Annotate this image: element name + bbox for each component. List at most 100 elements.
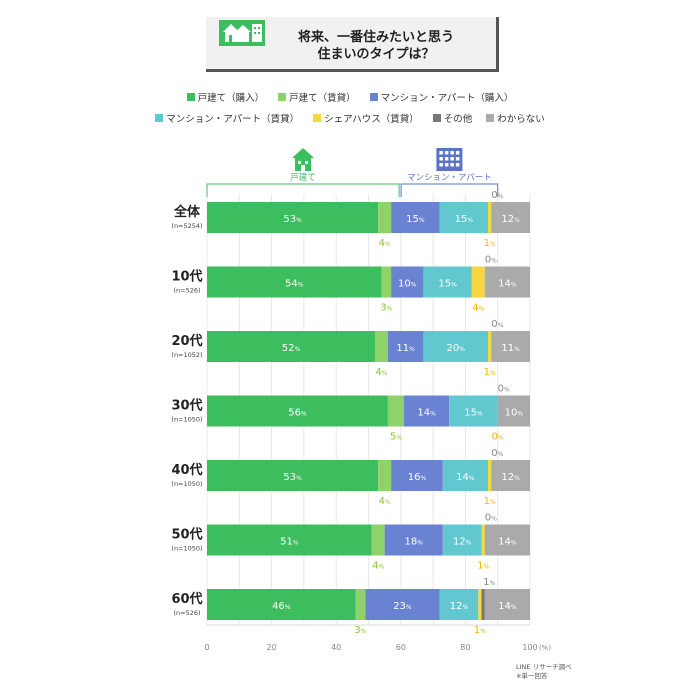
data-label: 10% [398,279,417,290]
data-label: 15% [464,408,483,419]
x-tick-label: 60 [396,643,406,652]
legend-item-other: その他 [432,111,473,125]
bar-segment [442,524,482,556]
bar-segment [391,202,440,233]
row-sample-size: (n=526) [173,287,200,295]
data-label: 11% [396,343,415,354]
data-label-other: 0% [498,384,510,395]
bar-segment [384,524,443,556]
legend-swatch [369,93,378,101]
bar-segment [378,460,392,491]
row-sample-size: (n=1050) [171,480,202,488]
legend-swatch [486,114,495,122]
row-sample-size: (n=5254) [171,222,202,230]
data-label-other: 0% [485,255,497,266]
row-sample-size: (n=1050) [171,416,202,424]
data-label-house-rent: 4% [379,496,391,507]
house-group-label: 戸建て [290,172,316,183]
data-label-share: 0% [492,432,504,443]
legend-swatch [313,114,322,122]
bar-segment [207,202,379,233]
bar-segment [481,589,485,620]
data-label: 12% [450,601,469,612]
x-tick-label: 100 [522,643,537,652]
data-label: 15% [406,214,425,225]
mansion-group-icon [436,148,463,171]
bar-segment [207,266,382,298]
legend-swatch [432,114,441,122]
bar-segment [471,266,485,298]
data-label: 14% [498,279,517,290]
legend-row-2: マンション・アパート（賃貸） シェアハウス（賃貸） その他 わからない [0,111,700,125]
data-label: 11% [501,343,520,354]
row-sample-size: (n=526) [173,609,200,617]
bar-segment [484,589,530,620]
title-line-1: 将来、一番住みたいと思う [297,30,454,45]
bar-segment [207,460,379,491]
legend-item-mansion-rent: マンション・アパート（賃貸） [155,111,299,125]
bar-segment [207,331,375,362]
row-label: 全体 [173,204,201,220]
row-label: 60代 [171,591,202,607]
bar-segment [497,395,530,427]
bar-segment [491,460,530,491]
legend-item-mansion-buy: マンション・アパート（購入） [369,90,514,104]
bar-segment [365,589,440,620]
legend-item-house-rent: 戸建て（賃貸） [278,90,356,104]
data-label: 51% [280,537,299,548]
data-label-house-rent: 4% [372,561,384,572]
house-group-bracket [206,183,400,197]
legend-label: マンション・アパート（賃貸） [166,114,300,125]
data-label-share: 1% [477,561,489,572]
bar-segment [207,395,388,427]
house-group-icon [292,148,315,171]
legend-row-1: 戸建て（購入） 戸建て（賃貸） マンション・アパート（購入） [0,90,700,104]
bar-segment [488,202,492,233]
data-label: 18% [405,537,424,548]
legend-label: その他 [443,114,473,125]
data-label: 20% [446,343,465,354]
data-label: 12% [501,472,520,483]
data-label-house-rent: 5% [390,432,402,443]
bar-segment [439,202,489,233]
x-tick-label: 0 [204,643,209,652]
data-label: 16% [408,472,427,483]
data-label-share: 1% [484,238,496,249]
legend: 戸建て（購入） 戸建て（賃貸） マンション・アパート（購入） マンション・アパー… [0,90,700,132]
data-label-share: 1% [484,367,496,378]
chart-title: 将来、一番住みたいと思う 住まいのタイプは？ [266,29,486,63]
x-unit-label: (%) [539,644,551,652]
x-tick-label: 80 [460,643,470,652]
legend-swatch [155,114,164,122]
credit-note: ※単一回答 [516,672,548,680]
data-label: 12% [501,214,520,225]
data-label-share: 1% [484,496,496,507]
mansion-group-bracket [400,183,499,197]
bar-segment [484,266,530,298]
row-sample-size: (n=1050) [171,545,202,553]
bar-segment [478,589,482,620]
data-label: 52% [282,343,301,354]
legend-label: マンション・アパート（購入） [380,93,514,104]
legend-item-house-buy: 戸建て（購入） [186,90,264,104]
bar-segment [391,266,424,298]
bar-segment [207,524,372,556]
bar-segment [481,524,485,556]
data-label-house-rent: 4% [375,367,387,378]
bar-segment [423,331,489,362]
data-label: 14% [498,601,517,612]
data-label-share: 4% [472,303,484,314]
data-label-other: 0% [491,448,503,459]
row-label: 10代 [171,269,202,285]
bar-segment [381,266,392,298]
data-label: 53% [283,214,302,225]
x-tick-label: 40 [331,643,341,652]
row-label: 40代 [171,462,202,478]
row-label: 50代 [171,527,202,543]
bar-segment [442,460,489,491]
data-label-other: 0% [491,190,503,201]
credit-source: LINE リサーチ調べ [516,663,572,671]
bar-segment [391,460,443,491]
x-tick-label: 20 [267,643,277,652]
data-label: 54% [285,279,304,290]
